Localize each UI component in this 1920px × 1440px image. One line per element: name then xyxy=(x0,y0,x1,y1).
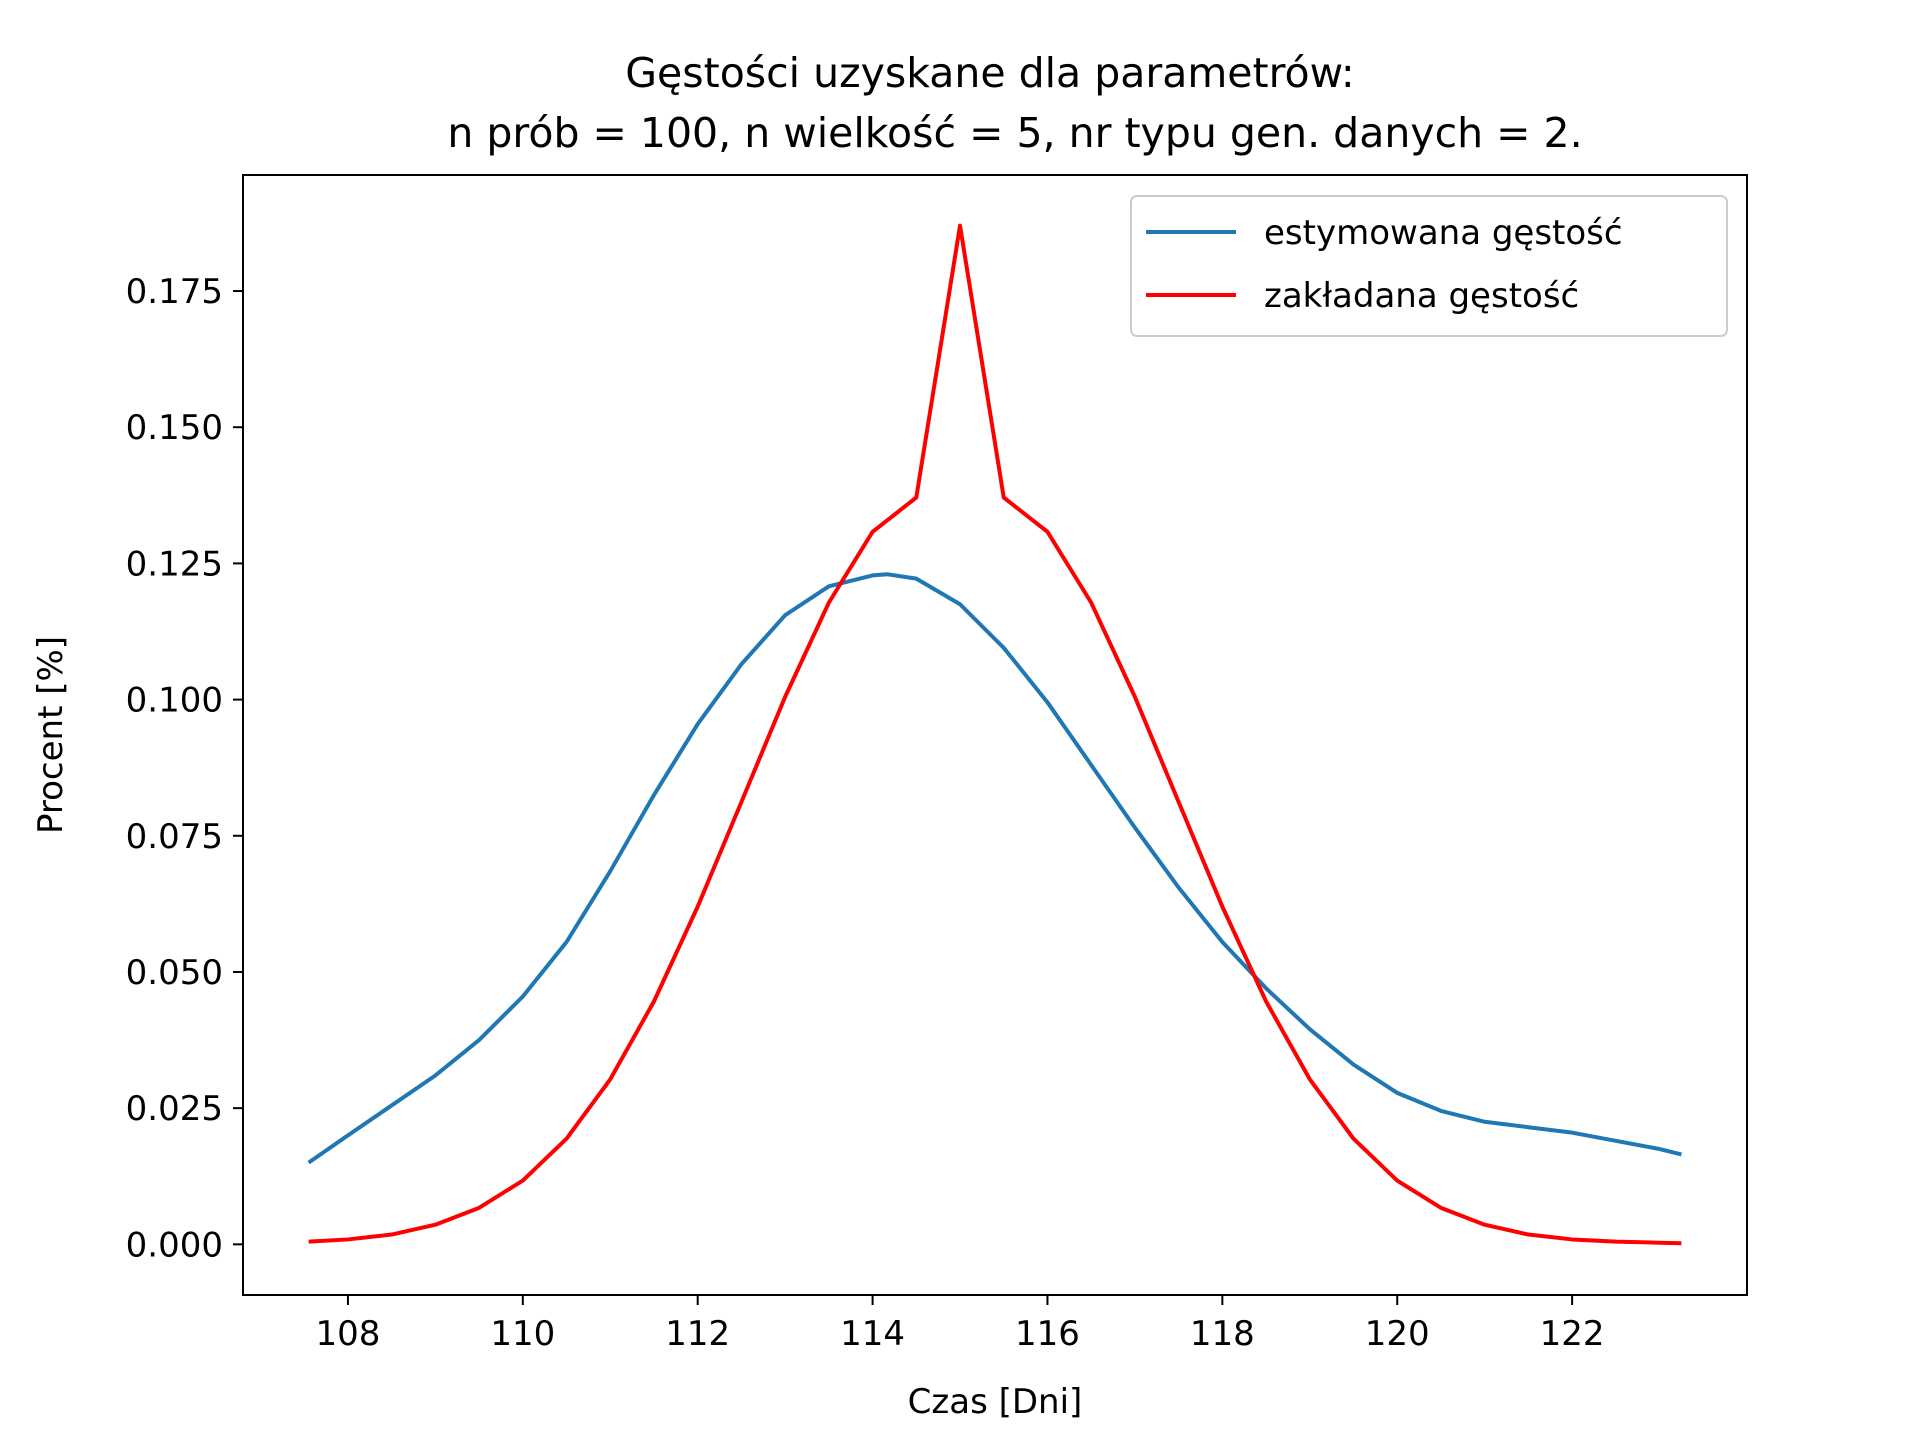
x-tick-label-112: 112 xyxy=(665,1314,730,1354)
x-axis-label: Czas [Dni] xyxy=(908,1382,1083,1422)
y-tick-label-7: 0.175 xyxy=(126,272,223,312)
legend: estymowana gęstość zakładana gęstość xyxy=(1130,195,1728,337)
plot-area: 108 110 112 114 116 118 120 122 0.000 0.025 0.050 0… xyxy=(126,174,1748,1354)
x-tick-label-110: 110 xyxy=(490,1314,555,1354)
x-tick-label-122: 122 xyxy=(1540,1314,1605,1354)
series-line-estymowana xyxy=(307,572,1682,1165)
y-tick-label-1: 0.025 xyxy=(126,1089,223,1129)
x-tick-label-114: 114 xyxy=(840,1314,905,1354)
y-tick-label-4: 0.100 xyxy=(126,681,223,721)
y-tick-label-2: 0.050 xyxy=(126,953,223,993)
y-tick-label-0: 0.000 xyxy=(126,1225,223,1265)
y-tick-label-5: 0.125 xyxy=(126,544,223,584)
x-tick-label-120: 120 xyxy=(1365,1314,1430,1354)
chart-title-line2: n prób = 100, n wielkość = 5, nr typu ge… xyxy=(447,109,1582,157)
chart-title-line1: Gęstości uzyskane dla parametrów: xyxy=(625,49,1354,97)
legend-frame xyxy=(1130,195,1728,337)
x-tick-label-116: 116 xyxy=(1015,1314,1080,1354)
y-tick-label-3: 0.075 xyxy=(126,817,223,857)
legend-label-estymowana: estymowana gęstość xyxy=(1264,213,1623,253)
x-tick-label-108: 108 xyxy=(315,1314,380,1354)
y-tick-label-6: 0.150 xyxy=(126,408,223,448)
plot-frame xyxy=(242,174,1748,1296)
x-tick-label-118: 118 xyxy=(1190,1314,1255,1354)
legend-label-zakladana: zakładana gęstość xyxy=(1264,276,1579,316)
y-axis-label: Procent [%] xyxy=(31,636,71,834)
series-line-zakladana xyxy=(308,223,1682,1246)
